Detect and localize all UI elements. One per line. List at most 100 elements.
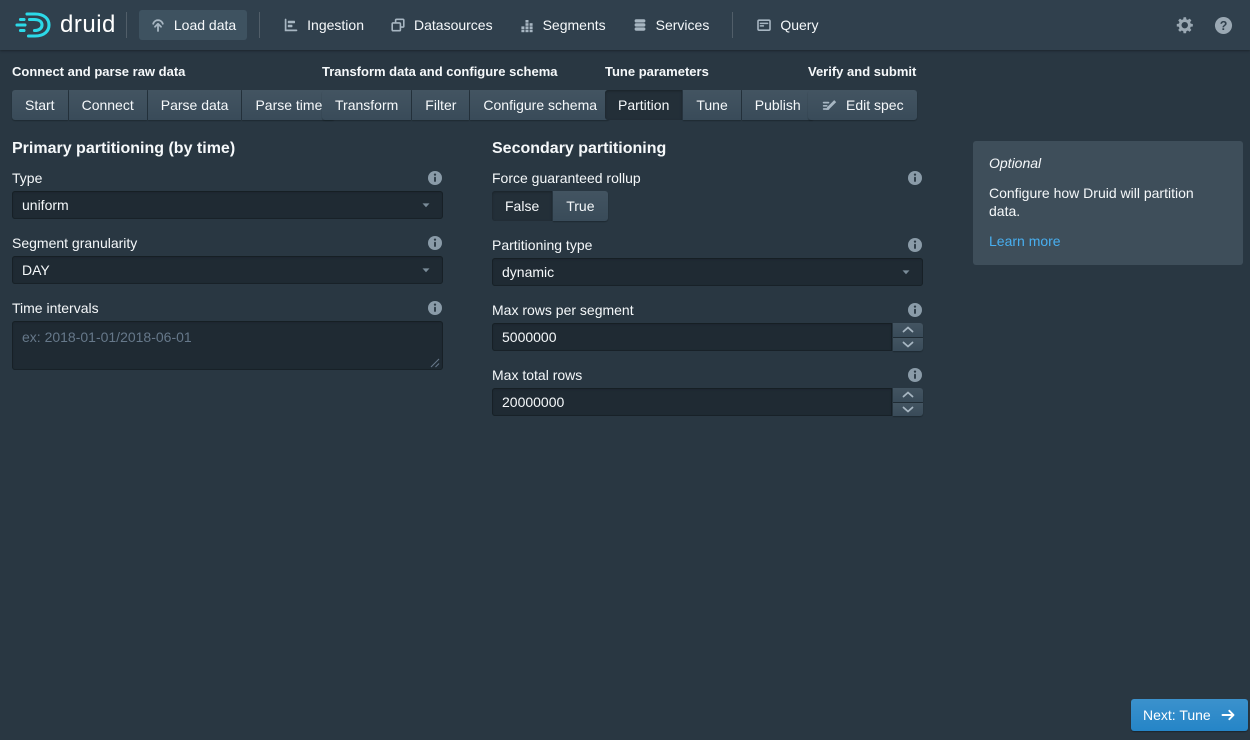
time-intervals-label: Time intervals (12, 300, 99, 316)
segments-icon (520, 20, 533, 33)
step-tune[interactable]: Tune (683, 90, 741, 120)
partitioning-type-label: Partitioning type (492, 237, 593, 253)
force-rollup-label: Force guaranteed rollup (492, 170, 641, 186)
datasources-icon (391, 18, 405, 32)
edit-spec-icon (822, 99, 837, 110)
force-rollup-false-button[interactable]: False (492, 191, 553, 221)
chevron-down-icon (902, 341, 914, 348)
partitioning-type-select[interactable]: dynamic (492, 258, 923, 286)
nav-load-data[interactable]: Load data (138, 10, 248, 40)
max-rows-per-segment-label: Max rows per segment (492, 302, 634, 318)
top-navbar: druid Load data (0, 0, 1250, 50)
chevron-up-icon (902, 326, 914, 333)
step-transform[interactable]: Transform (322, 90, 412, 120)
caret-down-icon (902, 270, 910, 275)
help-icon: ? (1214, 16, 1233, 34)
max-rows-per-segment-input[interactable] (492, 323, 892, 351)
partitioning-type-select-value: dynamic (502, 264, 555, 280)
segment-granularity-select-value: DAY (22, 262, 50, 278)
step-group-title: Verify and submit (808, 64, 917, 79)
services-icon (634, 19, 646, 31)
step-group-title: Tune parameters (605, 64, 709, 79)
max-total-rows-label: Max total rows (492, 367, 583, 383)
brand-name: druid (60, 11, 116, 38)
decrement-button[interactable] (893, 337, 923, 351)
svg-text:?: ? (1220, 18, 1228, 32)
next-tune-label: Next: Tune (1143, 707, 1211, 723)
nav-datasources[interactable]: Datasources (379, 10, 504, 40)
learn-more-link[interactable]: Learn more (989, 233, 1061, 249)
partitioning-type-field: Partitioning type dynamic (492, 237, 923, 286)
druid-logo-icon (15, 12, 51, 38)
type-label: Type (12, 170, 43, 186)
time-intervals-field: Time intervals (12, 300, 443, 373)
nav-item-label: Load data (173, 17, 237, 33)
nav-segments[interactable]: Segments (508, 10, 617, 40)
caret-down-icon (422, 268, 430, 273)
info-icon[interactable] (907, 170, 923, 186)
info-icon[interactable] (907, 367, 923, 383)
segment-granularity-field: Segment granularity DAY (12, 235, 443, 284)
segment-granularity-select[interactable]: DAY (12, 256, 443, 284)
query-icon (757, 19, 772, 32)
type-select-value: uniform (22, 197, 69, 213)
info-icon[interactable] (427, 300, 443, 316)
nav-query[interactable]: Query (745, 10, 829, 40)
nav-item-label: Services (655, 17, 710, 33)
step-parse-time[interactable]: Parse time (242, 90, 336, 120)
type-select[interactable]: uniform (12, 191, 443, 219)
max-total-rows-field: Max total rows (492, 367, 923, 416)
nav-item-label: Datasources (414, 17, 493, 33)
step-configure-schema[interactable]: Configure schema (470, 90, 611, 120)
upload-icon (152, 19, 164, 32)
nav-item-label: Ingestion (307, 17, 364, 33)
secondary-partitioning-title: Secondary partitioning (492, 140, 667, 157)
nav-item-label: Query (780, 17, 819, 33)
nav-item-label: Segments (542, 17, 606, 33)
nav-services[interactable]: Services (621, 10, 721, 40)
step-group-verify: Verify and submit Edit spec (808, 64, 917, 120)
callout-title: Optional (989, 155, 1042, 171)
navbar-divider (732, 12, 734, 38)
time-intervals-input[interactable] (12, 321, 443, 370)
primary-partitioning-section: Primary partitioning (by time) Type unif… (12, 140, 443, 373)
step-edit-spec-label: Edit spec (846, 97, 904, 113)
druid-logo[interactable]: druid (15, 8, 116, 42)
step-group-title: Connect and parse raw data (12, 64, 186, 79)
info-icon[interactable] (427, 170, 443, 186)
step-partition[interactable]: Partition (605, 90, 683, 120)
force-rollup-true-button[interactable]: True (553, 191, 608, 221)
step-filter[interactable]: Filter (412, 90, 470, 120)
gear-icon (1176, 16, 1193, 33)
max-rows-per-segment-field: Max rows per segment (492, 302, 923, 351)
step-connect[interactable]: Connect (68, 90, 147, 120)
chevron-up-icon (902, 391, 914, 398)
increment-button[interactable] (893, 388, 923, 402)
secondary-partitioning-section: Secondary partitioning Force guaranteed … (492, 140, 923, 416)
caret-down-icon (422, 203, 430, 208)
step-group-title: Transform data and configure schema (322, 64, 558, 79)
step-group-transform: Transform data and configure schema Tran… (322, 64, 611, 120)
next-tune-button[interactable]: Next: Tune (1131, 699, 1248, 731)
arrow-right-icon (1221, 709, 1235, 721)
nav-ingestion[interactable]: Ingestion (272, 10, 375, 40)
navbar-divider (259, 12, 261, 38)
help-button[interactable]: ? (1212, 14, 1235, 37)
step-publish[interactable]: Publish (741, 90, 814, 120)
decrement-button[interactable] (893, 402, 923, 416)
info-icon[interactable] (907, 237, 923, 253)
step-parse-data[interactable]: Parse data (147, 90, 242, 120)
ingestion-icon (284, 18, 298, 32)
step-group-connect: Connect and parse raw data Start Connect… (12, 64, 336, 120)
step-edit-spec[interactable]: Edit spec (808, 90, 917, 120)
step-start[interactable]: Start (12, 90, 68, 120)
max-total-rows-input[interactable] (492, 388, 892, 416)
info-icon[interactable] (907, 302, 923, 318)
type-field: Type uniform (12, 170, 443, 219)
chevron-down-icon (902, 406, 914, 413)
segment-granularity-label: Segment granularity (12, 235, 138, 251)
increment-button[interactable] (893, 323, 923, 337)
info-icon[interactable] (427, 235, 443, 251)
settings-button[interactable] (1173, 14, 1196, 37)
